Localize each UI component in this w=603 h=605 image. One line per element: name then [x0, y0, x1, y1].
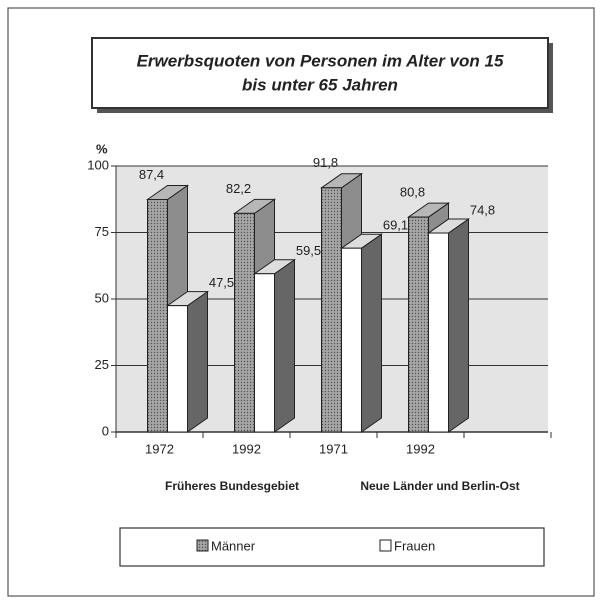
- bar-side: [187, 290, 208, 433]
- data-label: 82,2: [226, 181, 251, 196]
- bar: [252, 258, 297, 433]
- legend-swatch: [196, 539, 209, 552]
- chart-title: bis unter 65 Jahren: [242, 75, 398, 94]
- data-label: 87,4: [139, 167, 164, 182]
- x-tick-label: 1992: [232, 441, 261, 456]
- y-tick-label: 25: [95, 357, 109, 372]
- bar: [426, 218, 471, 433]
- y-tick-label: 0: [102, 423, 109, 438]
- chart-title: Erwerbsquoten von Personen im Alter von …: [137, 51, 504, 70]
- bar-front: [428, 232, 449, 433]
- data-label: 47,5: [209, 275, 234, 290]
- bar-side: [361, 233, 382, 433]
- x-tick-label: 1992: [406, 441, 435, 456]
- bar: [165, 290, 210, 433]
- group-label: Neue Länder und Berlin-Ost: [360, 479, 519, 493]
- x-tick-label: 1972: [145, 441, 174, 456]
- y-axis-label: %: [96, 141, 108, 156]
- bar-side: [274, 258, 295, 433]
- legend-box: [119, 527, 545, 567]
- data-label: 74,8: [470, 202, 495, 217]
- group-label: Früheres Bundesgebiet: [165, 479, 299, 493]
- data-label: 80,8: [400, 185, 425, 200]
- bar-front: [321, 187, 342, 433]
- title-box: [91, 37, 549, 109]
- bar-front: [408, 216, 429, 433]
- bar-front: [147, 199, 168, 433]
- bar-side: [448, 218, 469, 433]
- y-tick-label: 100: [87, 157, 109, 172]
- bar: [339, 233, 384, 433]
- bar-front: [254, 273, 275, 433]
- bar-front: [341, 247, 362, 433]
- y-tick-label: 75: [95, 224, 109, 239]
- legend-label: Männer: [211, 538, 256, 553]
- data-label: 91,8: [313, 155, 338, 170]
- data-label: 59,5: [296, 243, 321, 258]
- data-label: 69,1: [383, 218, 408, 233]
- legend-label: Frauen: [394, 538, 435, 553]
- legend-swatch: [379, 539, 392, 552]
- bar-front: [167, 305, 188, 433]
- bar-front: [234, 212, 255, 433]
- x-tick-label: 1971: [319, 441, 348, 456]
- y-tick-label: 50: [95, 290, 109, 305]
